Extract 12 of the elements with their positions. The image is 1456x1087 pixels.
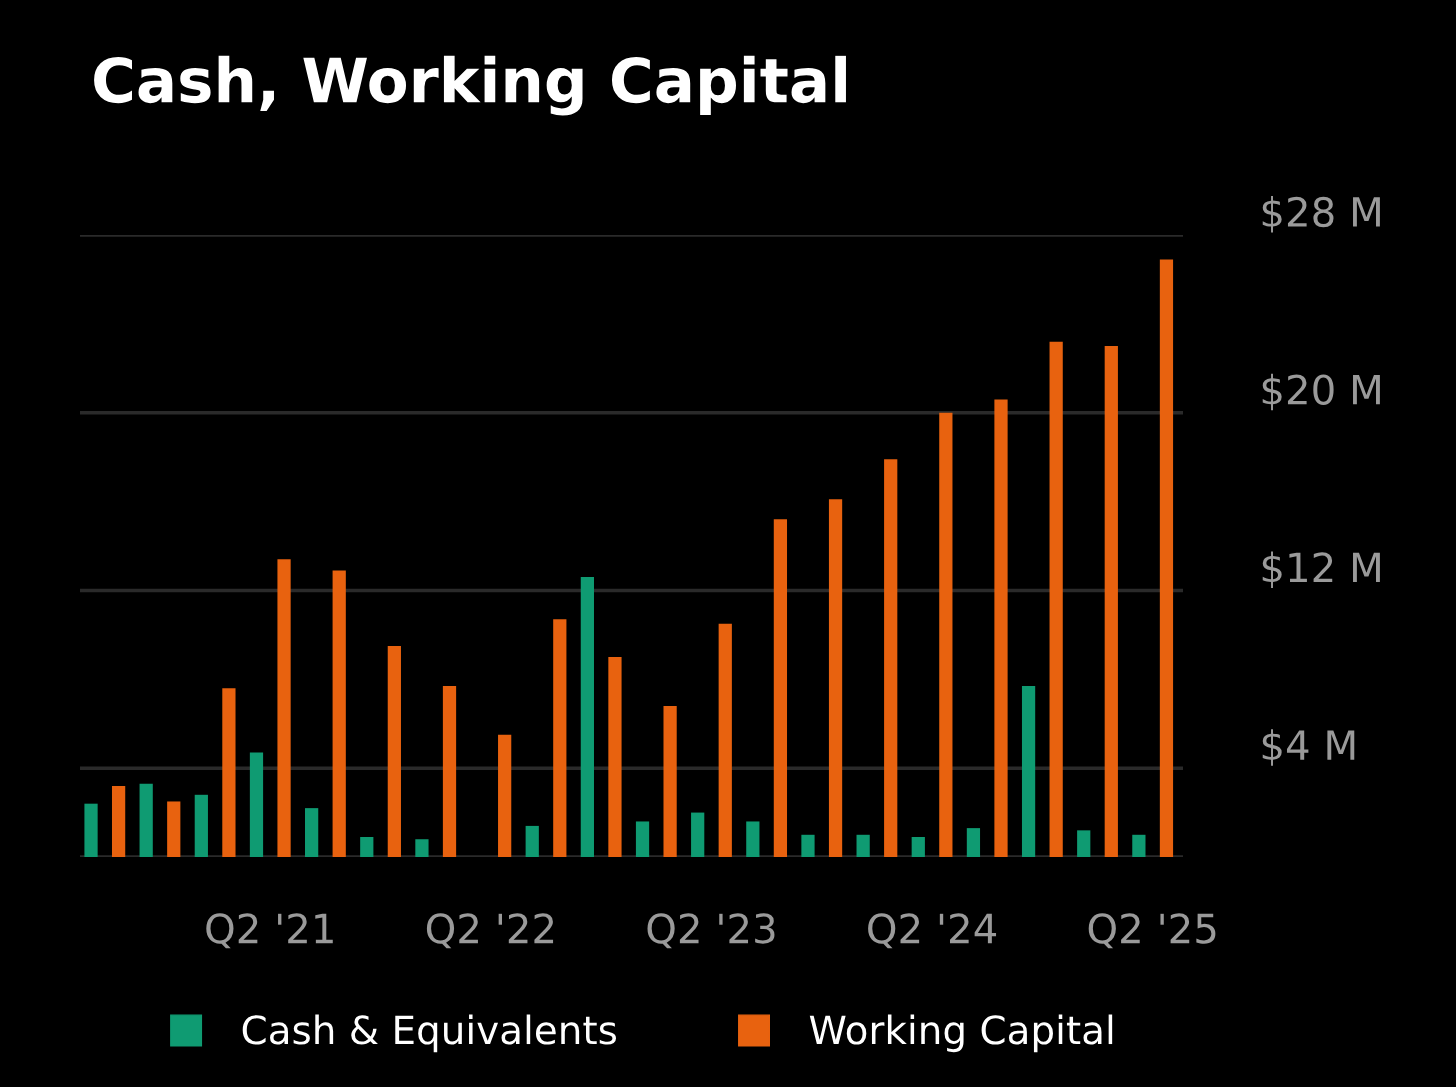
- legend-label: Cash & Equivalents: [242, 1014, 617, 1053]
- y-tick-label: $4 M: [1262, 729, 1355, 766]
- y-tick-label: $20 M: [1262, 373, 1380, 411]
- x-tick-label: Q2 '23: [647, 913, 775, 949]
- x-tick-label: Q2 '25: [1088, 913, 1216, 949]
- x-tick-label: Q2 '21: [206, 913, 333, 949]
- chart-title: Cash, Working Capital: [94, 55, 846, 116]
- legend-label: Working Capital: [809, 1014, 1113, 1053]
- y-tick-label: $12 M: [1262, 551, 1380, 588]
- x-tick-label: Q2 '22: [426, 913, 554, 949]
- y-tick-label: $28 M: [1262, 196, 1380, 233]
- x-tick-label: Q2 '24: [868, 913, 997, 949]
